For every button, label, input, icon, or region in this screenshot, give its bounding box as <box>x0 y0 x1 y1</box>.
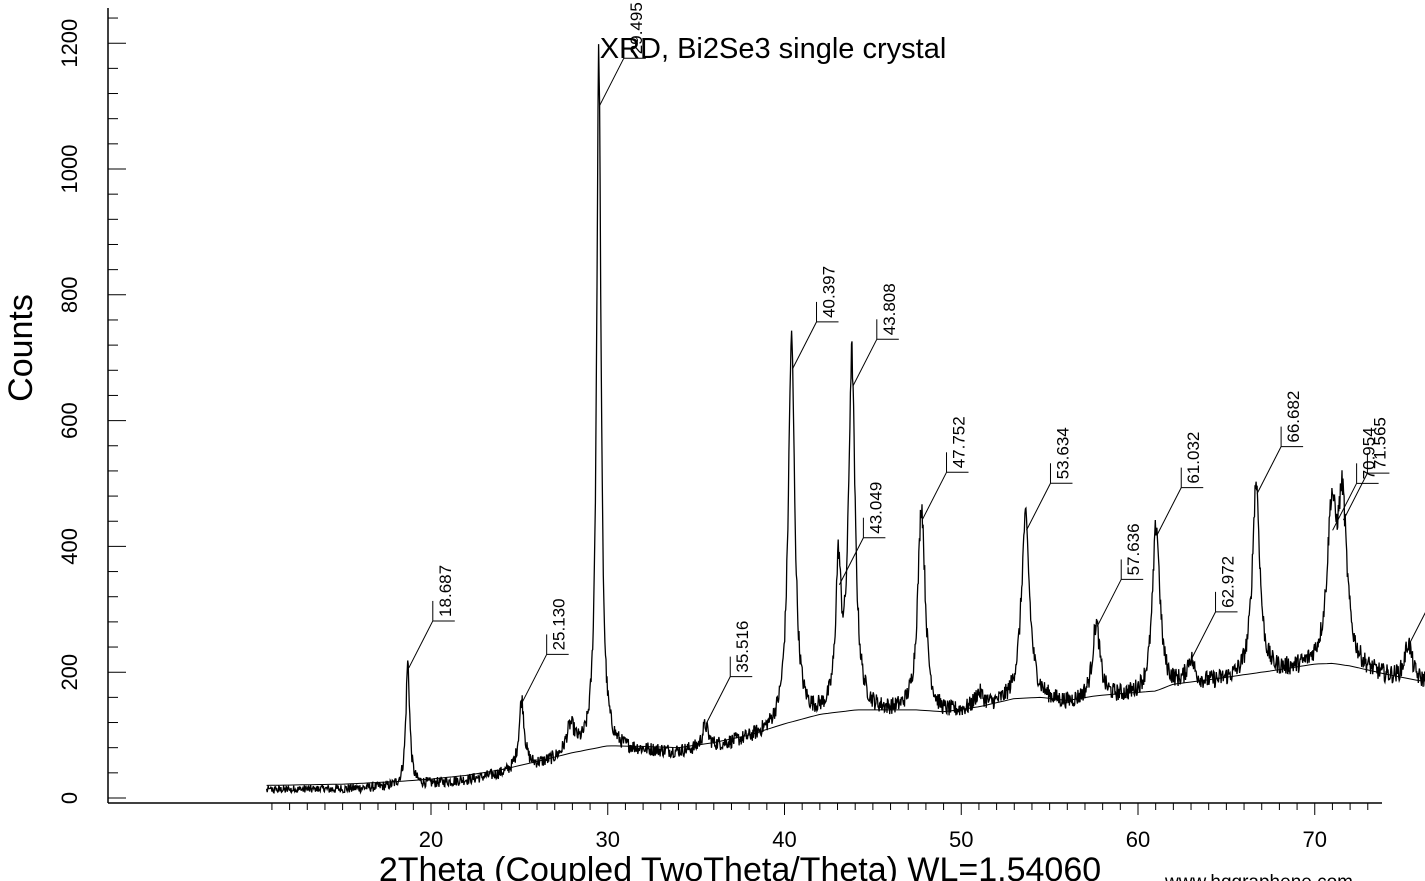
peak-leader-line <box>1256 446 1282 494</box>
y-tick-label: 200 <box>57 654 82 691</box>
peak-label: 47.752 <box>950 416 969 468</box>
peak-label: 53.634 <box>1053 427 1072 479</box>
peak-leader-line <box>922 472 947 520</box>
peak-leader-line <box>852 339 878 387</box>
y-tick-label: 0 <box>57 792 82 804</box>
peak-label: 43.049 <box>866 482 885 534</box>
chart-axes <box>107 8 1382 804</box>
x-tick-label: 70 <box>1303 827 1327 852</box>
y-tick-label: 400 <box>57 528 82 565</box>
peak-label: 40.397 <box>820 266 839 318</box>
x-tick-label: 20 <box>419 827 443 852</box>
peak-label: 43.808 <box>880 283 899 335</box>
chart-ticks: 02004006008001000120020304050607080 <box>57 17 1369 852</box>
x-tick-label: 60 <box>1126 827 1150 852</box>
peak-label: 62.972 <box>1219 556 1238 608</box>
peak-label: 66.682 <box>1284 391 1303 443</box>
y-tick-label: 1000 <box>57 145 82 194</box>
peak-label: 35.516 <box>733 621 752 673</box>
peak-leader-line <box>705 676 731 724</box>
x-axis-label: 2Theta (Coupled TwoTheta/Theta) WL=1.540… <box>379 851 1101 881</box>
peak-leader-line <box>408 620 434 669</box>
peak-leader-line <box>838 537 864 585</box>
watermark-text: www.hqgraphene.com <box>1164 872 1353 881</box>
chart-title: XRD, Bi2Se3 single crystal <box>600 33 947 65</box>
peak-leader-line <box>1191 611 1216 660</box>
x-tick-label: 30 <box>596 827 620 852</box>
y-tick-label: 800 <box>57 276 82 313</box>
peak-leader-line <box>1332 483 1358 531</box>
peak-label: 61.032 <box>1184 432 1203 484</box>
y-tick-label: 1200 <box>57 19 82 68</box>
chart-curves <box>265 44 1425 795</box>
peak-label: 70.954 <box>1360 427 1379 479</box>
peak-leader-line <box>1408 612 1425 645</box>
peak-label: 57.636 <box>1124 523 1143 575</box>
peak-leader-line <box>522 654 548 702</box>
peak-leader-line <box>1026 483 1051 531</box>
peak-leader-line <box>792 321 817 370</box>
background-curve <box>266 662 1425 786</box>
peak-leader-line <box>599 57 625 106</box>
x-tick-label: 40 <box>772 827 796 852</box>
y-axis-label: Counts <box>2 294 40 402</box>
peak-label: 71.565 <box>1370 417 1389 469</box>
peak-annotations: 18.687 25.130 29.495 35.516 40.397 43.049 43.8… <box>408 2 1425 724</box>
peak-leader-line <box>1342 472 1368 521</box>
peak-label: 29.495 <box>627 2 646 54</box>
y-tick-label: 600 <box>57 402 82 439</box>
peak-label: 25.130 <box>550 598 569 650</box>
xrd-spectrum-line <box>265 44 1425 795</box>
peak-leader-line <box>1156 487 1182 535</box>
peak-leader-line <box>1096 579 1122 627</box>
peak-label: 18.687 <box>436 565 455 617</box>
x-tick-label: 50 <box>949 827 973 852</box>
